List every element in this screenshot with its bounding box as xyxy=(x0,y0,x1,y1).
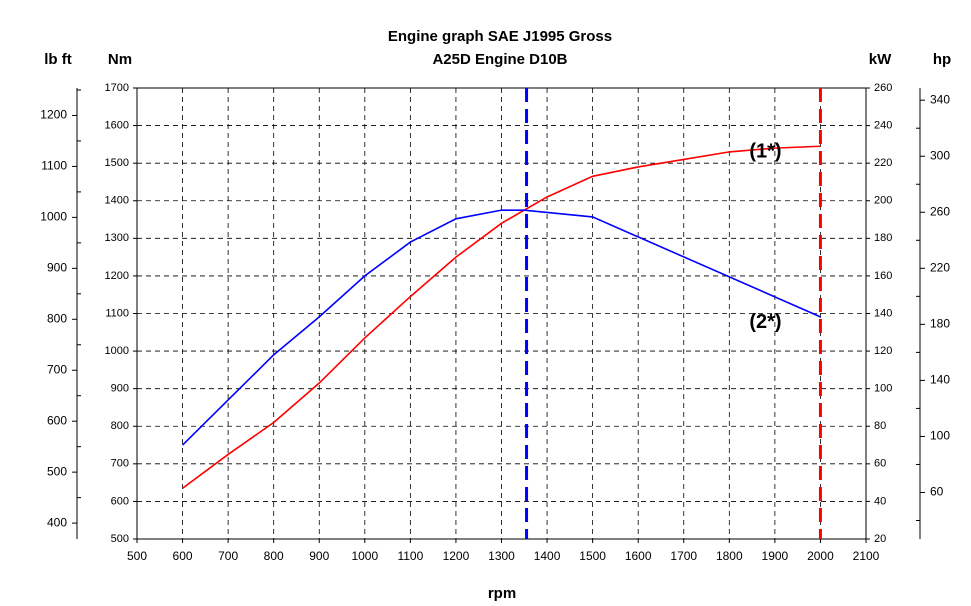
y3-tick-label: 1000 xyxy=(40,210,67,224)
y-tick-label: 1000 xyxy=(105,345,129,357)
y-tick-label: 600 xyxy=(111,495,129,507)
x-tick-label: 1700 xyxy=(670,549,697,563)
line-series xyxy=(181,209,821,446)
y2-tick-label: 180 xyxy=(874,232,892,244)
y4-tick-label: 60 xyxy=(930,485,944,499)
axis-title: hp xyxy=(933,51,951,68)
x-tick-label: 1200 xyxy=(443,549,470,563)
y2-tick-label: 80 xyxy=(874,420,886,432)
x-tick-label: 2100 xyxy=(853,549,880,563)
y3-tick-label: 700 xyxy=(47,362,67,376)
y-tick-label: 900 xyxy=(111,383,129,395)
y-tick-label: 1100 xyxy=(105,307,129,319)
y4-tick-label: 100 xyxy=(930,429,950,443)
y-tick-label: 1600 xyxy=(105,119,129,131)
y-tick-label: 1500 xyxy=(105,157,129,169)
y2-tick-label: 260 xyxy=(874,82,892,94)
x-tick-label: 1900 xyxy=(762,549,789,563)
chart-title: Engine graph SAE J1995 Gross xyxy=(388,28,612,45)
y-tick-label: 700 xyxy=(111,458,129,470)
y3-tick-label: 1200 xyxy=(40,108,67,122)
y-tick-label: 1400 xyxy=(105,195,129,207)
y2-tick-label: 100 xyxy=(874,383,892,395)
plot-frame xyxy=(136,87,867,540)
y4-tick-label: 260 xyxy=(930,204,950,218)
y3-tick-label: 400 xyxy=(47,515,67,529)
x-tick-label: 1500 xyxy=(579,549,606,563)
y3-tick-label: 1100 xyxy=(41,159,67,173)
x-tick-label: 1000 xyxy=(351,549,378,563)
y4-tick-label: 140 xyxy=(930,373,950,387)
axis-title: Nm xyxy=(108,51,132,68)
x-tick-label: 600 xyxy=(173,549,193,563)
y4-tick-label: 300 xyxy=(930,148,950,162)
y2-tick-label: 60 xyxy=(874,458,886,470)
y-tick-label: 800 xyxy=(111,420,129,432)
x-tick-label: 1800 xyxy=(716,549,743,563)
line-series xyxy=(182,145,821,489)
x-tick-label: 2000 xyxy=(807,549,834,563)
y-tick-label: 500 xyxy=(111,533,129,545)
x-tick-label: 1100 xyxy=(397,549,423,563)
y3-tick-label: 800 xyxy=(47,311,67,325)
y2-tick-label: 40 xyxy=(874,495,886,507)
axis-title: kW xyxy=(869,51,892,68)
y-tick-label: 1200 xyxy=(105,270,129,282)
y2-tick-label: 160 xyxy=(874,270,892,282)
y-tick-label: 1300 xyxy=(105,232,129,244)
series-label: (2*) xyxy=(749,311,781,333)
axis-title: rpm xyxy=(488,585,516,602)
y2-tick-label: 200 xyxy=(874,195,892,207)
x-tick-label: 900 xyxy=(309,549,329,563)
chart-title: A25D Engine D10B xyxy=(432,51,567,68)
y3-tick-label: 600 xyxy=(47,413,67,427)
x-tick-label: 1600 xyxy=(625,549,652,563)
x-tick-label: 800 xyxy=(264,549,284,563)
x-tick-label: 700 xyxy=(218,549,238,563)
y2-tick-label: 140 xyxy=(874,307,892,319)
y3-tick-label: 500 xyxy=(47,464,67,478)
y2-tick-label: 240 xyxy=(874,119,892,131)
axis-title: lb ft xyxy=(44,51,72,68)
x-tick-label: 500 xyxy=(127,549,147,563)
y2-tick-label: 120 xyxy=(874,345,892,357)
y2-tick-label: 220 xyxy=(874,157,892,169)
y4-tick-label: 180 xyxy=(930,317,950,331)
y4-tick-label: 340 xyxy=(930,92,950,106)
y4-tick-label: 220 xyxy=(930,260,950,274)
series-label: (1*) xyxy=(749,141,781,163)
x-tick-label: 1400 xyxy=(534,549,561,563)
y2-tick-label: 20 xyxy=(874,533,886,545)
y3-tick-label: 900 xyxy=(47,261,67,275)
y-tick-label: 1700 xyxy=(105,82,129,94)
x-tick-label: 1300 xyxy=(488,549,515,563)
